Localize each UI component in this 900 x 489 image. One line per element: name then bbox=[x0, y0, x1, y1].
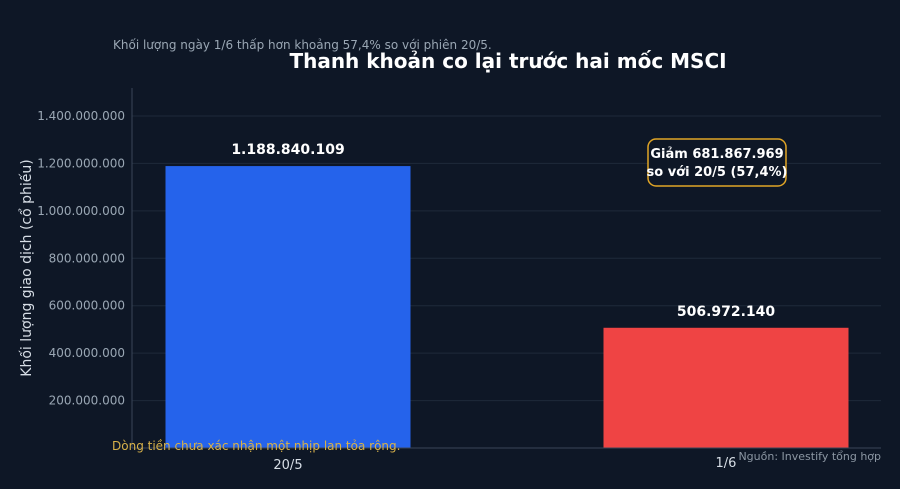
bars bbox=[165, 166, 849, 448]
y-tick-label: 1.400.000.000 bbox=[37, 109, 125, 123]
y-axis-ticks: 200.000.000 400.000.000 600.000.000 800.000… bbox=[37, 109, 125, 408]
data-labels: 1.188.840.109 506.972.140 bbox=[231, 142, 775, 320]
source-note: Nguồn: Investify tổng hợp bbox=[738, 450, 881, 463]
y-tick-label: 400.000.000 bbox=[49, 346, 125, 360]
y-axis-label: Khối lượng giao dịch (cổ phiếu) bbox=[18, 159, 35, 376]
bar-20-5 bbox=[165, 166, 411, 448]
y-tick-label: 1.200.000.000 bbox=[37, 156, 125, 170]
y-tick-label: 1.000.000.000 bbox=[37, 204, 125, 218]
data-label: 1.188.840.109 bbox=[231, 142, 344, 158]
annotation-line-2: so với 20/5 (57,4%) bbox=[647, 165, 788, 180]
chart-subtitle: Khối lượng ngày 1/6 thấp hơn khoảng 57,4… bbox=[113, 38, 492, 52]
y-tick-label: 600.000.000 bbox=[49, 299, 125, 313]
chart-note: Dòng tiền chưa xác nhận một nhịp lan tỏa… bbox=[112, 439, 400, 453]
x-tick-label: 20/5 bbox=[273, 458, 302, 473]
y-tick-label: 200.000.000 bbox=[49, 394, 125, 408]
data-label: 506.972.140 bbox=[677, 304, 776, 320]
annotation-box bbox=[647, 138, 787, 187]
y-tick-label: 800.000.000 bbox=[49, 251, 125, 265]
bar-1-6 bbox=[603, 327, 849, 448]
x-axis-ticks: 20/5 1/6 bbox=[273, 456, 736, 473]
difference-annotation: Giảm 681.867.969 so với 20/5 (57,4%) bbox=[647, 138, 788, 187]
annotation-line-1: Giảm 681.867.969 bbox=[650, 147, 783, 162]
x-tick-label: 1/6 bbox=[716, 456, 737, 471]
chart-title: Thanh khoản co lại trước hai mốc MSCI bbox=[289, 49, 726, 73]
